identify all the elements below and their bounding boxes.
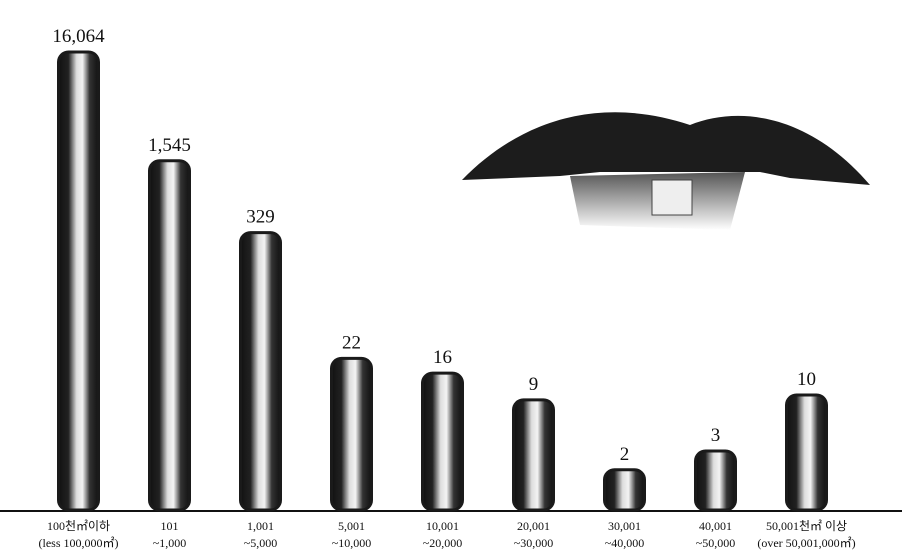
x-tick-label: 30,001 — [608, 519, 641, 533]
x-tick-label: ~50,000 — [696, 536, 736, 550]
x-tick-label: (over 50,001,000㎡) — [757, 536, 855, 550]
bar — [603, 468, 646, 512]
value-label: 329 — [246, 207, 275, 228]
value-label: 3 — [711, 425, 721, 446]
x-tick-label: 10,001 — [426, 519, 459, 533]
x-tick-label: 20,001 — [517, 519, 550, 533]
bar — [330, 356, 373, 512]
value-label: 9 — [529, 374, 539, 395]
bar — [57, 50, 100, 512]
x-tick-label: ~20,000 — [423, 536, 463, 550]
bar — [785, 393, 828, 512]
mountain-illustration — [462, 112, 870, 230]
bar — [421, 371, 464, 512]
x-tick-label: 50,001천㎡ 이상 — [766, 518, 847, 533]
x-tick-label: (less 100,000㎡) — [39, 536, 119, 550]
value-label: 16 — [433, 347, 452, 368]
x-tick-label: ~10,000 — [332, 536, 372, 550]
x-tick-label: 1,001 — [247, 519, 274, 533]
value-label: 1,545 — [148, 135, 191, 156]
bar — [239, 231, 282, 512]
x-tick-label: ~40,000 — [605, 536, 645, 550]
bar — [148, 159, 191, 512]
x-tick-label: ~1,000 — [153, 536, 187, 550]
value-label: 22 — [342, 332, 361, 353]
x-tick-label: 101 — [161, 519, 179, 533]
x-tick-label: 5,001 — [338, 519, 365, 533]
bar — [694, 449, 737, 512]
value-label: 2 — [620, 444, 630, 465]
x-tick-label: 100천㎡이하 — [47, 518, 110, 533]
value-label: 16,064 — [52, 26, 105, 47]
bar — [512, 398, 555, 512]
x-tick-label: 40,001 — [699, 519, 732, 533]
value-label: 10 — [797, 369, 816, 390]
x-tick-label: ~30,000 — [514, 536, 554, 550]
x-tick-label: ~5,000 — [244, 536, 278, 550]
